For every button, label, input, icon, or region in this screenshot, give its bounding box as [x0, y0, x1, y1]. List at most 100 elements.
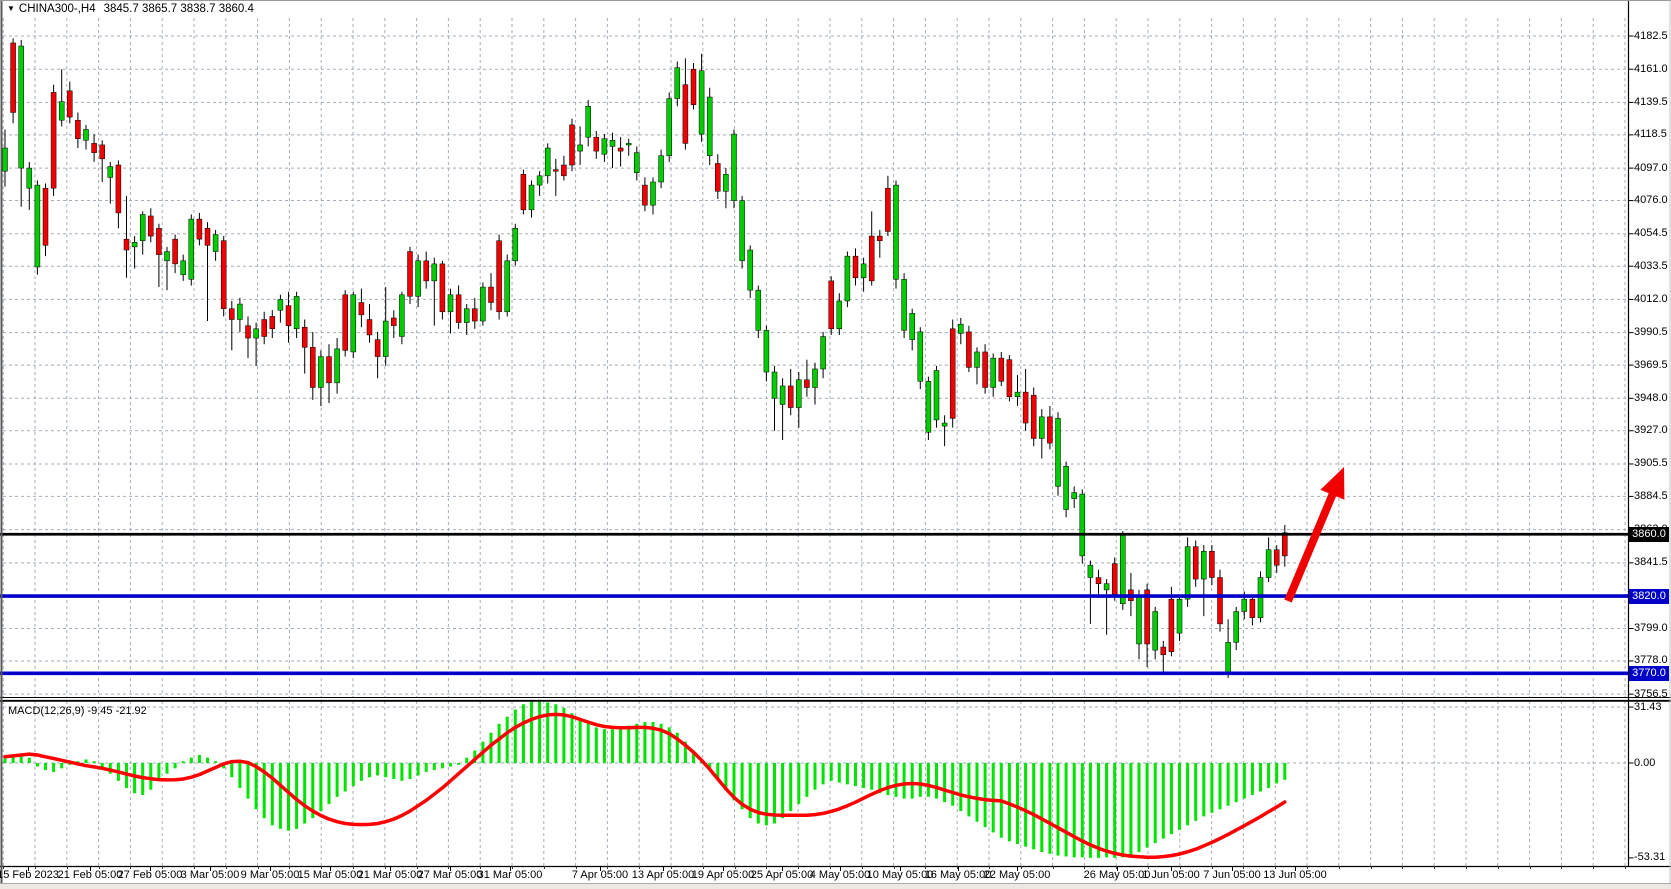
time-minor-tick	[989, 866, 990, 869]
date-label: 9 Mar 05:00	[240, 869, 300, 881]
time-major-tick	[723, 866, 724, 871]
time-major-tick	[330, 866, 331, 871]
symbol-dropdown-icon[interactable]: ▼	[7, 4, 15, 13]
macd-tick-label: -53.31	[1634, 851, 1666, 864]
time-minor-tick	[734, 866, 736, 869]
date-label: 13 Apr 05:00	[631, 869, 695, 881]
time-minor-tick	[1307, 866, 1308, 869]
time-minor-tick	[798, 866, 800, 869]
price-tick-label: 3778.0	[1634, 654, 1668, 667]
date-label: 21 Feb 05:00	[57, 869, 123, 881]
time-major-tick	[1295, 866, 1296, 871]
time-minor-tick	[671, 866, 672, 869]
date-label: 27 Feb 05:00	[117, 869, 183, 881]
time-minor-tick	[66, 866, 68, 869]
time-minor-tick	[1148, 866, 1149, 869]
price-tick-label: 3969.5	[1634, 358, 1668, 371]
time-major-tick	[663, 866, 664, 871]
time-minor-tick	[1020, 866, 1022, 869]
macd-histogram	[3, 699, 1287, 858]
macd-signal-line	[3, 712, 1287, 859]
time-major-tick	[1171, 866, 1172, 871]
date-label: 25 Apr 05:00	[750, 869, 814, 881]
date-label: 26 May 05:00	[1083, 869, 1151, 881]
price-tick-label: 4182.5	[1634, 29, 1668, 42]
price-level-badge: 3770.0	[1629, 665, 1669, 681]
date-label: 13 Jun 05:00	[1263, 869, 1327, 881]
status-strip	[0, 883, 1671, 889]
time-minor-tick	[194, 866, 195, 869]
time-minor-tick	[1497, 866, 1499, 869]
time-minor-tick	[162, 866, 164, 869]
time-minor-tick	[1434, 866, 1436, 869]
time-minor-tick	[1275, 866, 1277, 869]
time-minor-tick	[1211, 866, 1213, 869]
macd-tick-label: 31.43	[1634, 700, 1662, 713]
price-tick-label: 4033.5	[1634, 259, 1668, 272]
date-label: 19 Apr 05:00	[691, 869, 755, 881]
time-minor-tick	[607, 866, 609, 869]
date-label: 15 Feb 2023	[0, 869, 59, 881]
price-tick-label: 4076.0	[1634, 194, 1668, 207]
time-major-tick	[90, 866, 91, 871]
date-label: 10 May 05:00	[866, 869, 934, 881]
price-tick-label: 4161.0	[1634, 62, 1668, 75]
time-major-tick	[210, 866, 211, 871]
date-label: 7 Jun 05:00	[1203, 869, 1261, 881]
time-major-tick	[270, 866, 271, 871]
trend-arrow	[1284, 467, 1345, 603]
price-tick-label: 3756.5	[1634, 687, 1668, 700]
time-minor-tick	[321, 866, 323, 869]
time-minor-tick	[225, 866, 227, 869]
time-minor-tick	[1116, 866, 1118, 869]
time-minor-tick	[1338, 866, 1340, 869]
price-tick-label: 3927.0	[1634, 424, 1668, 437]
time-major-tick	[150, 866, 151, 871]
time-minor-tick	[861, 866, 863, 869]
symbol-header: ▼ CHINA300-,H4 3845.7 3865.7 3838.7 3860.4	[7, 3, 254, 15]
time-minor-tick	[1084, 866, 1086, 869]
symbol-period-label: CHINA300-,H4	[18, 3, 96, 15]
price-tick-label: 3905.5	[1634, 457, 1668, 470]
time-major-tick	[782, 866, 783, 871]
price-axis[interactable]: 4182.5 4161.0 4139.5 4118.5 4097.0 4076.0 4054…	[1629, 0, 1671, 866]
time-major-tick	[510, 866, 511, 871]
time-minor-tick	[830, 866, 831, 869]
date-label: 15 Mar 05:00	[297, 869, 363, 881]
time-minor-tick	[257, 866, 259, 869]
time-minor-tick	[957, 866, 959, 869]
ohlc-values: 3845.7 3865.7 3838.7 3860.4	[103, 3, 254, 15]
time-minor-tick	[766, 866, 768, 869]
date-label: 16 May 05:00	[924, 869, 992, 881]
time-major-tick	[390, 866, 391, 871]
date-label: 3 Mar 05:00	[180, 869, 240, 881]
price-tick-label: 4012.0	[1634, 292, 1668, 305]
time-minor-tick	[1402, 866, 1404, 869]
time-minor-tick	[353, 866, 354, 869]
time-minor-tick	[639, 866, 641, 869]
time-minor-tick	[3, 866, 5, 869]
time-minor-tick	[1593, 866, 1595, 869]
time-major-tick	[1017, 866, 1018, 871]
time-major-tick	[840, 866, 841, 871]
time-minor-tick	[98, 866, 100, 869]
price-level-badge: 3860.0	[1629, 526, 1669, 542]
time-major-tick	[900, 866, 901, 871]
time-minor-tick	[1529, 866, 1531, 869]
time-minor-tick	[1625, 866, 1626, 869]
time-minor-tick	[925, 866, 927, 869]
time-minor-tick	[416, 866, 418, 869]
time-major-tick	[1117, 866, 1118, 871]
price-tick-label: 4139.5	[1634, 95, 1668, 108]
price-tick-label: 4097.0	[1634, 161, 1668, 174]
time-major-tick	[450, 866, 451, 871]
price-tick-label: 4054.5	[1634, 227, 1668, 240]
time-axis[interactable]: 15 Feb 2023 21 Feb 05:00 27 Feb 05:00 3 Mar…	[0, 866, 1628, 883]
time-minor-tick	[480, 866, 482, 869]
macd-tick-label: 0.00	[1634, 756, 1656, 769]
time-minor-tick	[1052, 866, 1054, 869]
date-label: 21 Mar 05:00	[357, 869, 423, 881]
